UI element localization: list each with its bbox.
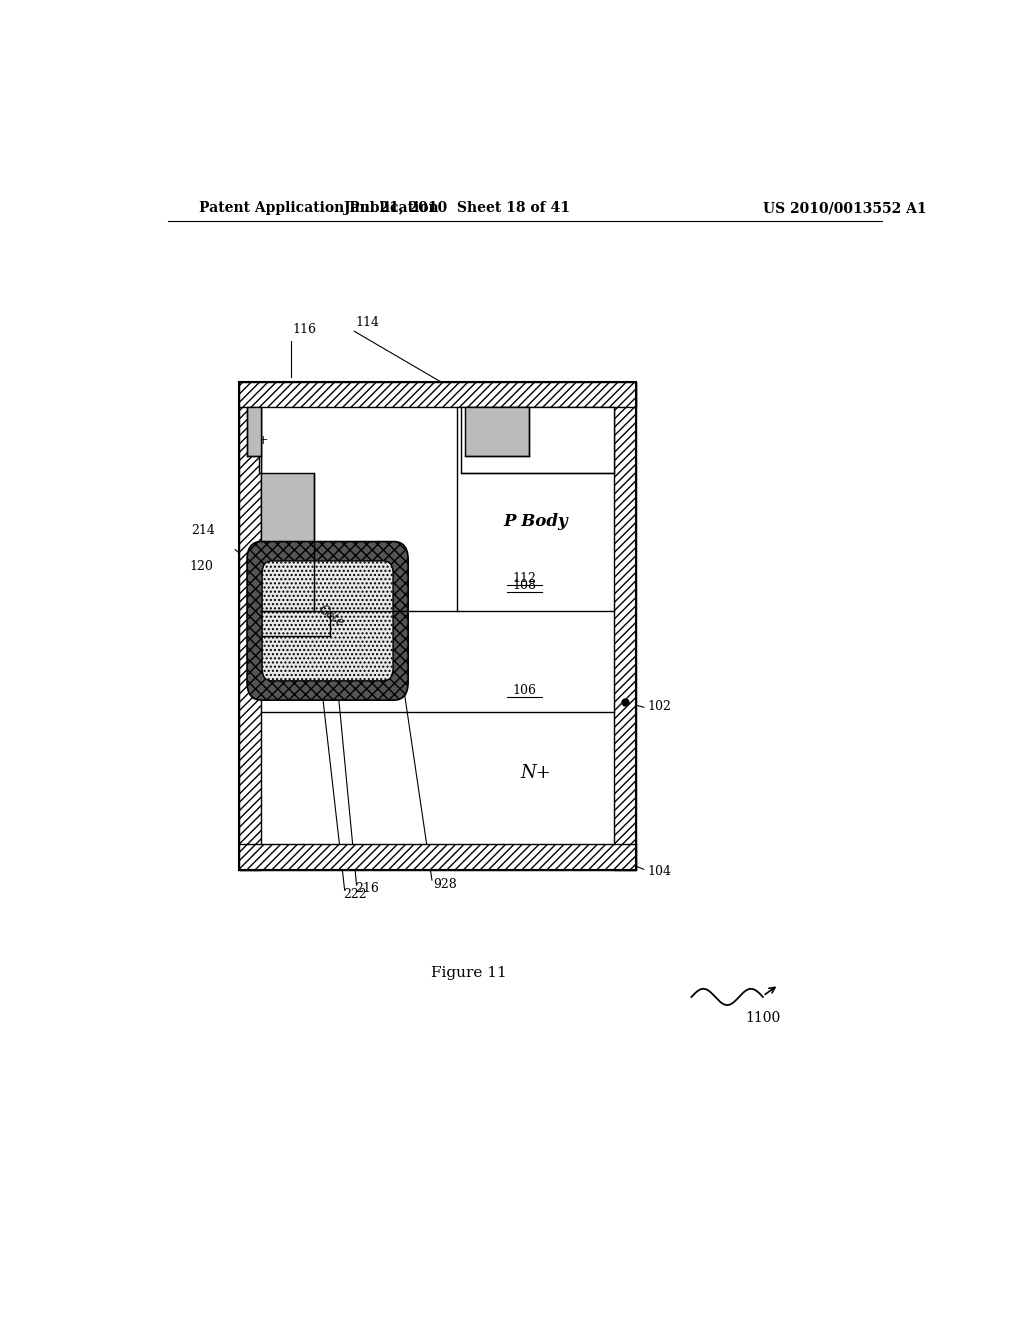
Text: 114: 114 [355, 315, 380, 329]
Text: n+: n+ [506, 434, 524, 447]
Bar [261, 713, 613, 845]
Text: 222: 222 [343, 888, 367, 902]
Text: US 2010/0013552 A1: US 2010/0013552 A1 [763, 201, 927, 215]
Text: Figure 11: Figure 11 [431, 966, 507, 979]
Text: p+: p+ [246, 425, 263, 438]
Text: Patent Application Publication: Patent Application Publication [200, 201, 439, 215]
Text: P Body: P Body [264, 519, 323, 561]
Text: 120: 120 [189, 560, 213, 573]
Bar [240, 381, 261, 870]
Text: 106: 106 [513, 684, 537, 697]
Text: 216: 216 [355, 882, 379, 895]
Text: N: N [366, 589, 387, 611]
Text: 108: 108 [513, 579, 537, 593]
Bar [240, 845, 636, 870]
Text: 104: 104 [648, 866, 672, 879]
Text: 214: 214 [191, 524, 215, 537]
Bar [261, 474, 314, 611]
Text: p+: p+ [280, 616, 297, 630]
Text: n+: n+ [251, 434, 269, 447]
FancyBboxPatch shape [247, 541, 409, 700]
Text: 116: 116 [292, 323, 316, 337]
Text: 102: 102 [648, 701, 672, 713]
Text: P Body: P Body [503, 513, 568, 531]
Text: p+: p+ [488, 425, 506, 438]
Bar [261, 408, 458, 611]
Text: 928: 928 [433, 878, 458, 891]
Bar [261, 611, 331, 636]
Text: P Body: P Body [296, 549, 354, 591]
FancyBboxPatch shape [262, 561, 393, 681]
Bar [240, 381, 636, 870]
Text: Gate: Gate [316, 602, 347, 630]
Text: 1100: 1100 [745, 1011, 780, 1026]
Bar [613, 381, 636, 870]
Text: Jan. 21, 2010  Sheet 18 of 41: Jan. 21, 2010 Sheet 18 of 41 [344, 201, 570, 215]
Text: 112: 112 [513, 573, 537, 585]
Bar [465, 408, 529, 457]
Bar [247, 408, 261, 457]
Bar [458, 408, 613, 611]
Bar [261, 611, 613, 713]
Text: N+: N+ [520, 764, 551, 783]
Bar [240, 381, 636, 408]
Bar [259, 408, 261, 474]
Bar [461, 408, 613, 474]
Text: n+: n+ [287, 616, 305, 630]
